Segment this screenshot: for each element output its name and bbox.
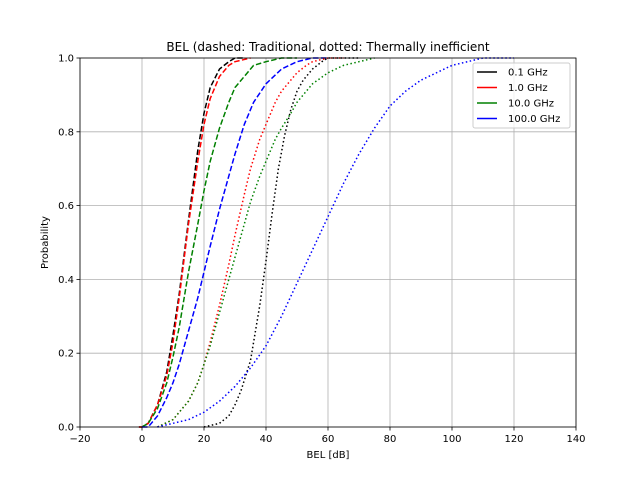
legend-label: 0.1 GHz: [508, 68, 548, 79]
legend-label: 1.0 GHz: [508, 83, 548, 94]
y-tick-label: 0.4: [58, 275, 74, 286]
series-line-dotted-10-0-ghzghz: [157, 57, 375, 428]
y-tick-label: 0.6: [58, 201, 74, 212]
x-tick-label: 140: [566, 434, 585, 445]
x-tick-label: −20: [69, 434, 90, 445]
x-tick-label: 120: [504, 434, 523, 445]
series-line-dashed-100-0-ghzghz: [142, 57, 328, 428]
legend-label: 100.0 GHz: [508, 114, 560, 125]
chart-title: BEL (dashed: Traditional, dotted: Therma…: [166, 40, 490, 54]
x-tick-label: 100: [442, 434, 461, 445]
legend-box: [472, 62, 571, 129]
series-line-dashed-1-0-ghzghz: [138, 57, 251, 428]
legend: 0.1 GHz 1.0 GHz 10.0 GHz 100.0 GHz: [472, 62, 571, 129]
series-line-dotted-0-1-ghzghz: [203, 57, 359, 428]
series-line-dashed-10-0-ghzghz: [141, 57, 297, 428]
x-tick-label: 20: [198, 434, 211, 445]
y-tick-label: 1.0: [58, 54, 74, 65]
x-tick-label: 40: [260, 434, 273, 445]
plot-lines: [138, 57, 514, 428]
axis-ticks: −20 0 20 40 60 80 100 120 140 0.0 0.2 0.4 0.6 0.8 1.0: [58, 54, 585, 446]
y-axis-label: Probability: [40, 216, 51, 269]
x-tick-label: 60: [322, 434, 335, 445]
y-tick-label: 0.8: [58, 127, 74, 138]
legend-label: 10.0 GHz: [508, 99, 554, 110]
y-tick-label: 0.2: [58, 349, 74, 360]
y-tick-label: 0.0: [58, 423, 74, 434]
x-tick-label: 80: [384, 434, 397, 445]
x-axis-label: BEL [dB]: [307, 450, 350, 461]
x-tick-label: 0: [139, 434, 145, 445]
